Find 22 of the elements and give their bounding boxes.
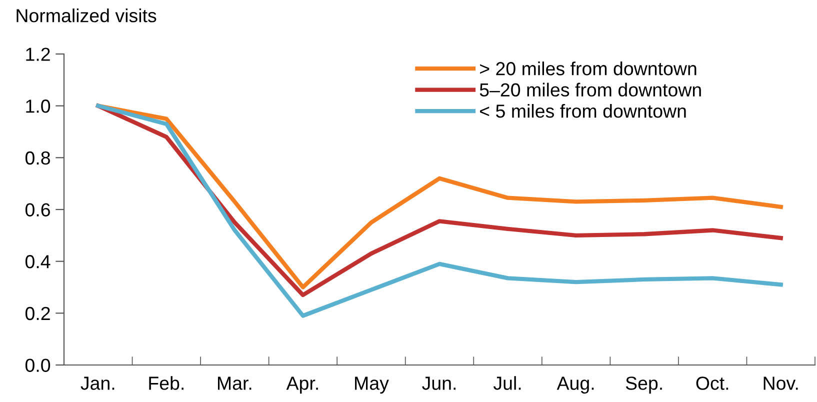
y-axis-title: Normalized visits: [16, 8, 156, 22]
y-tick-label: 0.6: [25, 203, 50, 216]
x-tick-label: Jun.: [422, 376, 456, 390]
y-tick-label: 1.2: [26, 48, 50, 61]
legend-label: < 5 miles from downtown: [480, 104, 686, 118]
x-tick-label: Nov.: [764, 376, 798, 390]
x-tick-label: Oct.: [696, 376, 728, 390]
x-tick-label: Feb.: [149, 376, 184, 390]
x-tick-label: May: [355, 376, 389, 394]
legend-label: > 20 miles from downtown: [480, 62, 696, 76]
x-tick-label: Jul.: [493, 376, 521, 390]
x-tick-label: Apr.: [286, 376, 318, 394]
y-tick-label: 0.0: [25, 358, 50, 372]
y-tick-label: 0.2: [25, 306, 50, 320]
x-tick-label: Jan.: [80, 376, 114, 390]
x-tick-label: Mar.: [218, 376, 252, 390]
y-tick-label: 1.0: [26, 100, 50, 113]
x-tick-label: Sep.: [626, 376, 662, 394]
legend-label: 5–20 miles from downtown: [480, 82, 701, 97]
x-tick-label: Aug.: [556, 376, 594, 394]
y-tick-label: 0.4: [25, 255, 50, 268]
y-tick-label: 0.8: [25, 151, 50, 165]
